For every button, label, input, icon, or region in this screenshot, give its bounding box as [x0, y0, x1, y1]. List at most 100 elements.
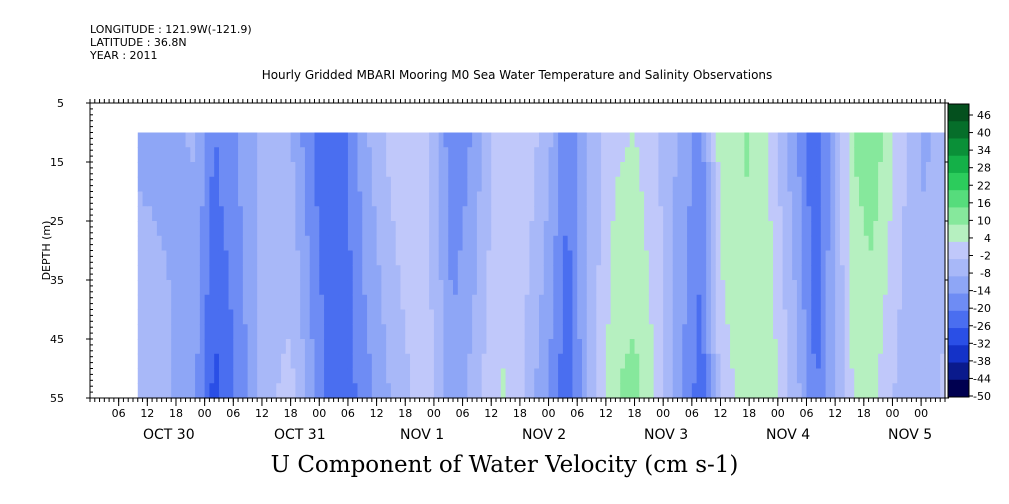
heatmap-cell [773, 176, 779, 193]
heatmap-cell [276, 383, 282, 399]
heatmap-cell [868, 383, 874, 399]
heatmap-cell [816, 280, 822, 296]
heatmap-cell [443, 147, 449, 163]
heatmap-cell [199, 206, 206, 222]
heatmap-cell [667, 132, 674, 148]
heatmap-cell [218, 309, 225, 325]
heatmap-cell [710, 324, 717, 340]
heatmap-cell [333, 132, 339, 148]
heatmap-cell [658, 265, 664, 281]
heatmap-cell [247, 176, 254, 193]
heatmap-cell [481, 235, 488, 252]
heatmap-cell [457, 235, 464, 252]
heatmap-cell [429, 162, 435, 178]
heatmap-cell [343, 206, 349, 222]
heatmap-cell [610, 147, 617, 163]
heatmap-cell [581, 221, 588, 237]
heatmap-cell [486, 280, 492, 296]
heatmap-cell [515, 176, 521, 193]
heatmap-cell [859, 235, 865, 252]
heatmap-cell [562, 309, 569, 325]
heatmap-cell [228, 206, 234, 222]
heatmap-cell [558, 162, 564, 178]
heatmap-cell [314, 280, 320, 296]
heatmap-cell [667, 221, 674, 237]
heatmap-cell [496, 206, 502, 222]
heatmap-cell [911, 353, 917, 370]
heatmap-cell [835, 368, 841, 384]
heatmap-cell [357, 339, 363, 355]
heatmap-cell [792, 162, 798, 178]
heatmap-cell [930, 132, 937, 148]
heatmap-cell [667, 176, 674, 193]
heatmap-cell [710, 191, 717, 207]
heatmap-cell [605, 368, 612, 384]
heatmap-cell [796, 132, 803, 148]
heatmap-cell [443, 176, 449, 193]
heatmap-cell [419, 250, 425, 266]
heatmap-cell [591, 309, 597, 325]
heatmap-cell [142, 221, 148, 237]
heatmap-cell [787, 383, 793, 399]
heatmap-cell [610, 162, 617, 178]
heatmap-cell [744, 280, 750, 296]
heatmap-cell [343, 235, 349, 252]
heatmap-cell [706, 176, 712, 193]
x-tick-label: 18 [284, 407, 298, 420]
heatmap-cell [266, 221, 273, 237]
heatmap-cell [806, 206, 812, 222]
heatmap-cell [195, 132, 201, 148]
heatmap-cell [897, 162, 903, 178]
heatmap-cell [696, 353, 702, 370]
heatmap-cell [433, 309, 440, 325]
heatmap-cell [285, 176, 292, 193]
heatmap-cell [147, 353, 153, 370]
heatmap-cell [180, 132, 187, 148]
heatmap-cell [854, 368, 860, 384]
heatmap-cell [873, 368, 879, 384]
heatmap-cell [658, 324, 664, 340]
heatmap-cell [878, 176, 884, 193]
heatmap-cell [510, 221, 516, 237]
heatmap-cell [873, 206, 879, 222]
heatmap-cell [720, 353, 726, 370]
heatmap-cell [476, 353, 483, 370]
heatmap-cell [433, 206, 440, 222]
heatmap-cell [777, 132, 784, 148]
heatmap-cell [433, 368, 440, 384]
heatmap-cell [605, 280, 612, 296]
heatmap-cell [410, 309, 416, 325]
heatmap-cell [672, 235, 679, 252]
heatmap-cell [653, 383, 660, 399]
heatmap-cell [682, 339, 688, 355]
heatmap-cell [906, 280, 913, 296]
heatmap-cell [209, 324, 215, 340]
heatmap-cell [763, 324, 769, 340]
heatmap-cell [677, 162, 683, 178]
heatmap-cell [773, 132, 779, 148]
heatmap-cell [820, 176, 827, 193]
heatmap-cell [538, 191, 545, 207]
heatmap-cell [142, 339, 148, 355]
heatmap-cell [252, 147, 258, 163]
heatmap-cell [419, 162, 425, 178]
heatmap-cell [849, 324, 855, 340]
heatmap-cell [199, 383, 206, 399]
heatmap-cell [381, 191, 387, 207]
heatmap-cell [620, 176, 626, 193]
heatmap-cell [882, 191, 889, 207]
heatmap-cell [663, 324, 669, 340]
heatmap-cell [166, 176, 172, 193]
heatmap-cell [730, 206, 736, 222]
heatmap-cell [257, 235, 263, 252]
heatmap-cell [648, 221, 655, 237]
heatmap-cell [175, 250, 182, 266]
heatmap-cell [481, 294, 488, 311]
heatmap-cell [381, 294, 387, 311]
heatmap-cell [548, 176, 554, 193]
heatmap-cell [491, 191, 497, 207]
heatmap-cell [390, 265, 397, 281]
heatmap-cell [381, 162, 387, 178]
heatmap-cell [410, 147, 416, 163]
heatmap-cell [925, 309, 932, 325]
